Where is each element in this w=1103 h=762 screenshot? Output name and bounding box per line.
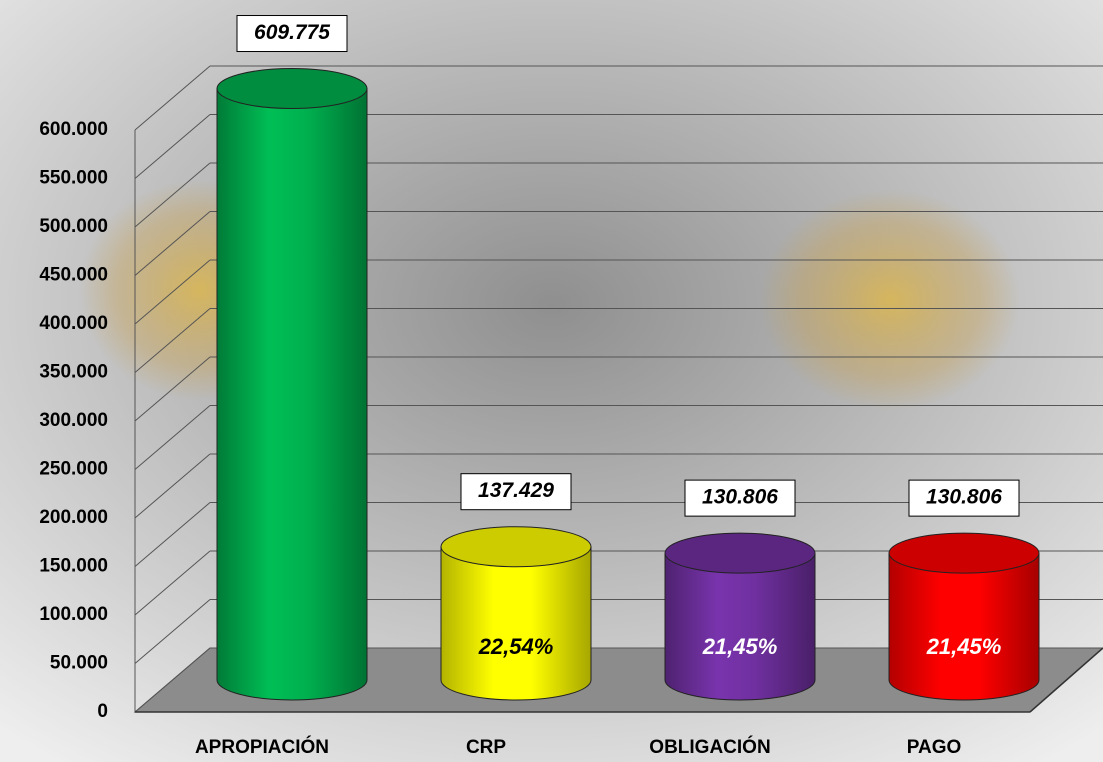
percent-label: 21,45% <box>702 634 778 659</box>
y-tick-label: 150.000 <box>39 556 108 577</box>
y-tick-label: 50.000 <box>50 653 108 674</box>
percent-label: 21,45% <box>926 634 1002 659</box>
cylinder-top <box>217 69 367 109</box>
y-tick-label: 550.000 <box>39 168 108 189</box>
value-label: 137.429 <box>478 479 554 502</box>
value-label: 130.806 <box>926 486 1002 509</box>
y-tick-label: 450.000 <box>39 265 108 286</box>
y-tick-label: 350.000 <box>39 362 108 383</box>
y-tick-label: 250.000 <box>39 459 108 480</box>
y-tick-label: 600.000 <box>39 119 108 140</box>
y-tick-label: 200.000 <box>39 507 108 528</box>
cylinder-top <box>441 527 591 567</box>
x-tick-label: CRP <box>466 737 506 758</box>
cylinder-body <box>217 89 367 700</box>
value-label: 609.775 <box>254 21 330 44</box>
page: 0 50.000 100.000 150.000 200.000 250.000 300.0… <box>0 0 1103 762</box>
y-tick-label: 400.000 <box>39 313 108 334</box>
cylinder-body <box>889 553 1039 700</box>
y-tick-label: 0 <box>97 701 108 722</box>
percent-label: 22,54% <box>478 634 554 659</box>
y-tick-label: 100.000 <box>39 604 108 625</box>
y-tick-label: 500.000 <box>39 216 108 237</box>
x-tick-label: PAGO <box>907 737 962 758</box>
cylinder-body <box>665 553 815 700</box>
cylinder-body <box>441 547 591 700</box>
y-tick-label: 300.000 <box>39 410 108 431</box>
background-eye <box>760 190 1020 410</box>
value-label: 130.806 <box>702 486 778 509</box>
chart: 0 50.000 100.000 150.000 200.000 250.000 300.0… <box>0 0 1103 762</box>
cylinder-top <box>665 533 815 573</box>
x-tick-label: APROPIACIÓN <box>195 736 329 758</box>
cylinder-top <box>889 533 1039 573</box>
x-tick-label: OBLIGACIÓN <box>649 736 770 758</box>
